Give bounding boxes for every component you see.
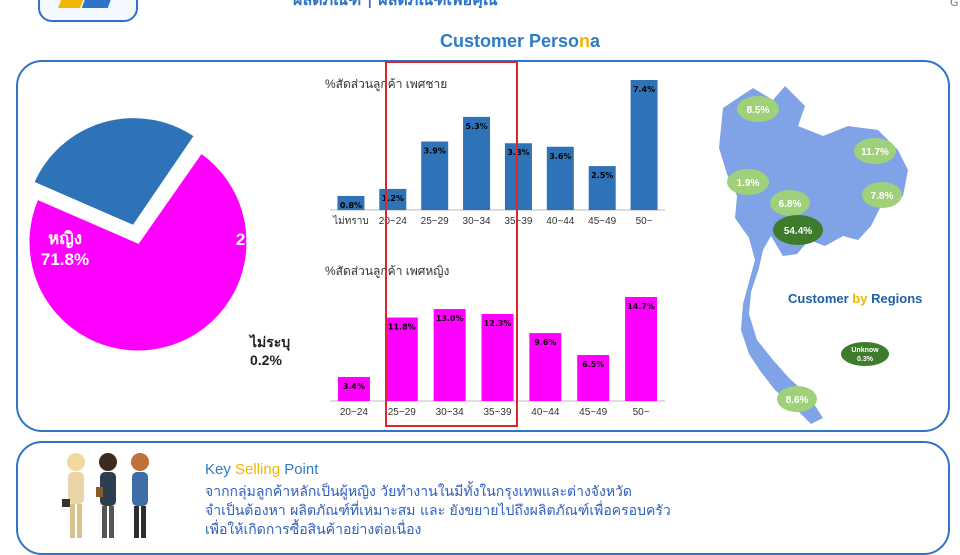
x-tick-label: 50~ xyxy=(633,407,650,418)
x-tick-label: 30~34 xyxy=(436,407,465,418)
bar-50~ xyxy=(625,297,658,401)
svg-text:Unknow: Unknow xyxy=(851,347,879,354)
pie-slice-male xyxy=(30,115,198,229)
x-tick-label: 35~39 xyxy=(483,407,512,418)
region-bubble xyxy=(737,96,779,122)
bar-value-label: 14.7% xyxy=(627,302,655,311)
x-tick-label: 45~49 xyxy=(579,407,608,418)
region-value-label: 7.8% xyxy=(871,191,894,202)
bar-value-label: 0.8% xyxy=(340,201,362,210)
region-value-label: 8.5% xyxy=(747,105,770,116)
thailand-map: 8.5% 11.7% 1.9% 7.8% 6.8% 54.4% 8.6% xyxy=(719,86,908,424)
pie-label-female: หญิง 71.8% xyxy=(40,229,90,269)
company-logo xyxy=(38,0,138,22)
unknown-region-bubble: Unknow 0.3% xyxy=(841,342,889,366)
pie-slice-female xyxy=(26,149,250,354)
corner-mark: G xyxy=(950,0,959,9)
key-selling-title: Key Selling Point xyxy=(205,461,319,478)
customer-people-illustration xyxy=(62,453,149,538)
bar-value-label: 11.8% xyxy=(388,323,416,332)
bar-value-label: 12.3% xyxy=(484,319,512,328)
bar-20~24 xyxy=(337,376,370,401)
x-tick-label: 40~44 xyxy=(531,407,560,418)
bar-45~49 xyxy=(577,355,610,401)
bar-45~49 xyxy=(588,166,616,210)
bar-35~39 xyxy=(504,143,532,210)
region-bubble xyxy=(727,169,769,195)
regions-title: Customer by Regions xyxy=(788,291,923,306)
bar-value-label: 3.9% xyxy=(424,146,446,155)
x-tick-label: ไม่ทราบ xyxy=(332,215,369,227)
bar-25~29 xyxy=(385,317,418,401)
region-bubble xyxy=(773,215,823,245)
x-tick-label: 40~44 xyxy=(546,216,575,227)
bar-value-label: 6.5% xyxy=(582,360,604,369)
bar-value-label: 5.3% xyxy=(465,122,487,131)
header-title: ผลิตภัณฑ์ | ผลิตภัณฑ์เพื่อคุณ xyxy=(293,0,593,8)
bar-value-label: 9.6% xyxy=(534,338,556,347)
pie-label-male: ชาย 28.0% xyxy=(235,209,285,249)
bar-40~44 xyxy=(529,333,562,401)
bar-30~34 xyxy=(463,116,491,210)
persona-title: Customer Persona xyxy=(439,31,601,51)
bar-25~29 xyxy=(421,141,449,210)
bar-value-label: 3.8% xyxy=(507,148,529,157)
region-value-label: 54.4% xyxy=(784,226,812,237)
region-value-label: 11.7% xyxy=(861,147,889,158)
bar-30~34 xyxy=(433,309,466,401)
pie-slice-other xyxy=(136,149,204,243)
region-value-label: 6.8% xyxy=(779,199,802,210)
region-bubble xyxy=(854,138,896,164)
bar-value-label: 7.4% xyxy=(633,85,655,94)
x-tick-label: 35~39 xyxy=(504,216,533,227)
x-tick-label: 20~24 xyxy=(379,216,408,227)
bar-40~44 xyxy=(546,146,574,210)
female-chart-title: %สัดส่วนลูกค้า เพศหญิง xyxy=(325,264,450,278)
pie-label-other: ไม่ระบุ 0.2% xyxy=(250,334,291,368)
key-selling-line-2: จำเป็นต้องหา ผลิตภัณฑ์ที่เหมาะสม และ ยัง… xyxy=(205,503,671,519)
region-bubble xyxy=(770,190,810,216)
x-tick-label: 50~ xyxy=(636,216,653,227)
female-age-bar-chart: 3.4% 20~24 11.8% 25~29 13.0% 30~34 12.3% 35~39 9… xyxy=(330,297,665,418)
bar-value-label: 3.6% xyxy=(549,152,571,161)
x-tick-label: 25~29 xyxy=(388,407,417,418)
bar-value-label: 2.5% xyxy=(591,171,613,180)
region-bubble xyxy=(862,182,902,208)
region-bubble xyxy=(777,386,817,412)
gender-pie-chart xyxy=(26,115,250,354)
key-selling-line-3: เพื่อให้เกิดการซื้อสินค้าอย่างต่อเนื่อง xyxy=(205,522,422,538)
region-value-label: 1.9% xyxy=(737,178,760,189)
bar-ไม่ทราบ xyxy=(337,195,365,210)
bar-value-label: 3.4% xyxy=(343,382,365,391)
key-selling-line-1: จากกลุ่มลูกค้าหลักเป็นผู้หญิง วัยทำงานใน… xyxy=(205,484,633,500)
bar-50~ xyxy=(630,80,658,210)
x-tick-label: 25~29 xyxy=(421,216,450,227)
map-shape xyxy=(719,86,908,424)
x-tick-label: 45~49 xyxy=(588,216,617,227)
region-value-label: 8.6% xyxy=(786,395,809,406)
x-tick-label: 20~24 xyxy=(340,407,369,418)
bar-value-label: 1.2% xyxy=(382,194,404,203)
bar-value-label: 13.0% xyxy=(436,314,464,323)
svg-text:0.3%: 0.3% xyxy=(857,356,874,363)
highlight-box xyxy=(385,61,518,427)
key-selling-panel xyxy=(16,441,950,555)
x-tick-label: 30~34 xyxy=(463,216,492,227)
bar-35~39 xyxy=(481,313,514,401)
